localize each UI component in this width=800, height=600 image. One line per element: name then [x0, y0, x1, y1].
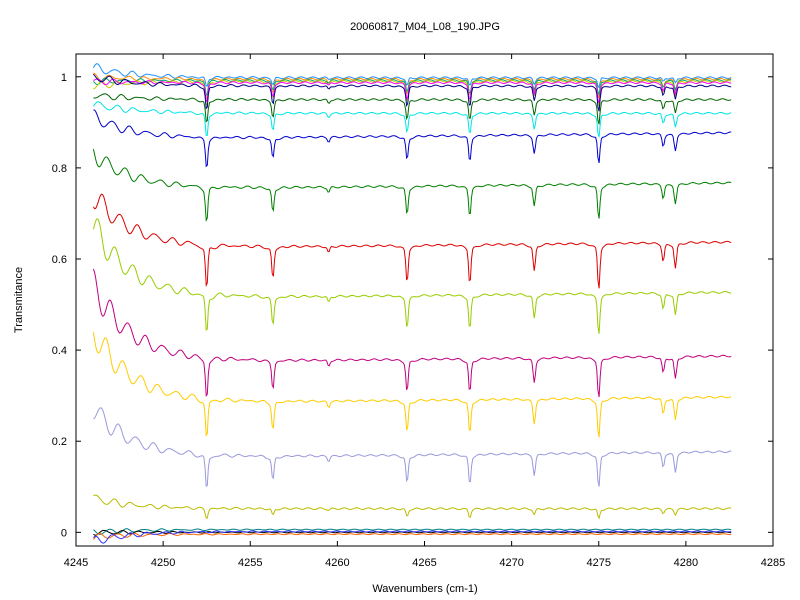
series-line-10	[92, 148, 732, 223]
series-group	[92, 63, 732, 544]
y-tick-label: 0.4	[52, 345, 67, 357]
x-tick-label: 4245	[64, 557, 88, 569]
x-tick-label: 4255	[238, 557, 262, 569]
y-tick-label: 0.8	[52, 163, 67, 175]
series-line-8	[93, 101, 732, 138]
x-tick-label: 4275	[587, 557, 611, 569]
x-tick-label: 4270	[499, 557, 523, 569]
series-line-4	[93, 79, 732, 107]
x-tick-label: 4250	[151, 557, 175, 569]
series-line-2	[93, 72, 732, 99]
y-tick-label: 0.2	[52, 436, 67, 448]
series-line-7	[93, 93, 732, 125]
y-axis-label: Transmitance	[13, 267, 25, 333]
series-line-15	[93, 407, 732, 488]
plot-frame	[75, 53, 774, 547]
series-line-5	[93, 78, 732, 104]
series-line-16	[93, 494, 732, 520]
x-tick-label: 4265	[412, 557, 436, 569]
x-tick-label: 4285	[761, 557, 785, 569]
series-line-1	[92, 63, 732, 89]
y-tick-label: 0.6	[52, 254, 67, 266]
y-tick-label: 0	[61, 527, 67, 539]
series-line-20	[93, 530, 732, 544]
series-line-19	[93, 532, 732, 540]
x-axis: 4245 4250 4255 4260 4265 4270 4275 4280 4285	[64, 54, 785, 569]
series-line-3	[93, 77, 732, 97]
x-tick-label: 4280	[674, 557, 698, 569]
x-axis-label: Wavenumbers (cm-1)	[372, 583, 477, 595]
series-line-17	[93, 528, 732, 535]
series-line-6	[93, 73, 732, 112]
y-tick-label: 1	[61, 72, 67, 84]
chart-title: 20060817_M04_L08_190.JPG	[350, 21, 500, 33]
series-line-14	[92, 332, 732, 438]
series-line-11	[92, 193, 732, 289]
y-axis: 0 0.2 0.4 0.6 0.8 1	[52, 72, 773, 539]
x-tick-label: 4260	[325, 557, 349, 569]
series-line-13	[92, 268, 732, 398]
series-line-12	[92, 218, 732, 334]
series-line-9	[93, 109, 732, 168]
